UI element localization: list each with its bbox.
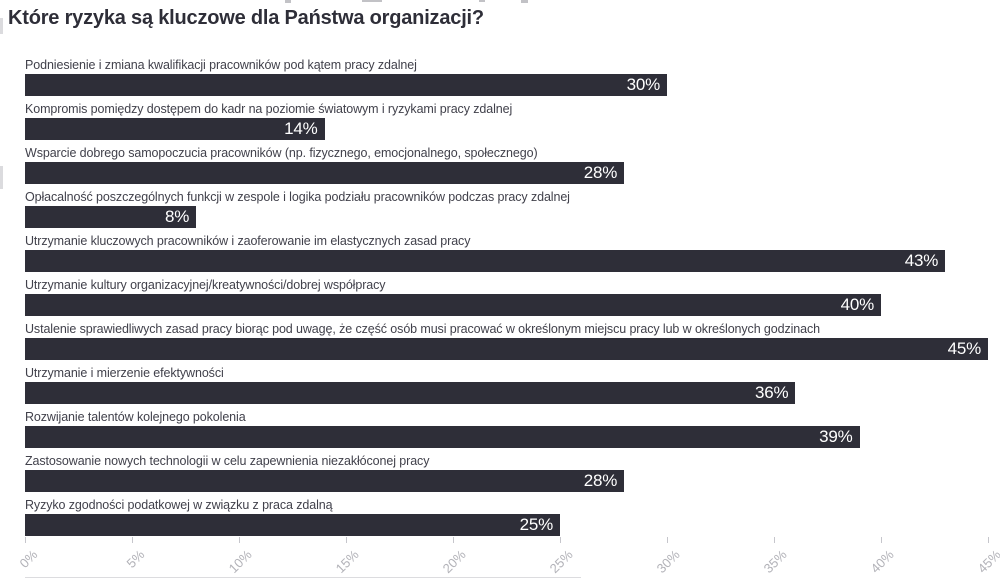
bar-category-label: Ustalenie sprawiedliwych zasad pracy bio… <box>25 322 821 336</box>
chart-title: Które ryzyka są kluczowe dla Państwa org… <box>8 7 484 29</box>
bar-row: Ustalenie sprawiedliwych zasad pracy bio… <box>25 322 990 362</box>
bar-value-label: 14% <box>284 119 318 138</box>
bar-value-label: 45% <box>947 339 982 358</box>
clipped-edge-element <box>0 18 3 34</box>
x-axis-tick <box>132 537 133 543</box>
x-axis-tick <box>25 537 26 543</box>
clipped-text-remnant <box>479 0 485 2</box>
bar-category-label: Kompromis pomiędzy dostępem do kadr na p… <box>25 102 513 116</box>
clipped-text-remnant <box>362 0 382 2</box>
bar: 14% <box>25 118 325 140</box>
x-axis-tick <box>239 537 240 543</box>
bar-row: Utrzymanie kultury organizacyjnej/kreaty… <box>25 278 990 318</box>
x-axis-tick-label: 30% <box>653 547 683 577</box>
bar-row: Utrzymanie i mierzenie efektywności 36% <box>25 366 990 406</box>
bar: 25% <box>25 514 560 536</box>
bar: 43% <box>25 250 946 272</box>
x-axis-tick-label: 20% <box>439 547 469 577</box>
bar-row: Podniesienie i zmiana kwalifikacji praco… <box>25 58 990 98</box>
clipped-text-remnant <box>285 0 291 3</box>
x-axis-tick <box>346 537 347 543</box>
bar-category-label: Opłacalność poszczególnych funkcji w zes… <box>25 190 570 204</box>
bar-category-label: Utrzymanie kluczowych pracowników i zaof… <box>25 234 471 248</box>
bar-value-label: 25% <box>519 515 554 534</box>
bar-value-label: 8% <box>165 207 190 226</box>
axis-baseline-line <box>25 577 581 578</box>
bar: 28% <box>25 470 625 492</box>
x-axis-tick-label: 5% <box>123 547 148 571</box>
x-axis-tick-label: 25% <box>546 547 576 577</box>
bar-row: Opłacalność poszczególnych funkcji w zes… <box>25 190 990 230</box>
bar-row: Ryzyko zgodności podatkowej w związku z … <box>25 498 990 538</box>
bar-row: Zastosowanie nowych technologii w celu z… <box>25 454 990 494</box>
bar-value-label: 30% <box>626 75 661 94</box>
x-axis-tick <box>453 537 454 543</box>
bar-category-label: Wsparcie dobrego samopoczucia pracownikó… <box>25 146 538 160</box>
bar: 8% <box>25 206 197 228</box>
bar-category-label: Rozwijanie talentów kolejnego pokolenia <box>25 410 246 424</box>
bar-value-label: 36% <box>754 383 789 402</box>
x-axis-tick-label: 45% <box>974 547 1000 577</box>
bar-value-label: 28% <box>583 163 618 182</box>
bar-row: Kompromis pomiędzy dostępem do kadr na p… <box>25 102 990 142</box>
x-axis-tick <box>560 537 561 543</box>
x-axis-tick <box>988 537 989 543</box>
bar: 40% <box>25 294 881 316</box>
x-axis-tick-label: 40% <box>867 547 897 577</box>
bar-category-label: Utrzymanie i mierzenie efektywności <box>25 366 224 380</box>
bar: 30% <box>25 74 667 96</box>
bar-value-label: 39% <box>819 427 853 446</box>
bar-row: Rozwijanie talentów kolejnego pokolenia 3… <box>25 410 990 450</box>
bar: 45% <box>25 338 988 360</box>
bar-value-label: 40% <box>840 295 875 314</box>
x-axis-tick <box>774 537 775 543</box>
clipped-text-remnant <box>521 0 528 3</box>
bar-value-label: 28% <box>583 471 618 490</box>
x-axis-tick-label: 0% <box>16 547 41 571</box>
x-axis-tick <box>667 537 668 543</box>
x-axis-tick-label: 10% <box>225 547 255 577</box>
bar-category-label: Podniesienie i zmiana kwalifikacji praco… <box>25 58 417 72</box>
bar-category-label: Ryzyko zgodności podatkowej w związku z … <box>25 498 333 512</box>
bar: 39% <box>25 426 860 448</box>
x-axis-tick <box>881 537 882 543</box>
bar-category-label: Utrzymanie kultury organizacyjnej/kreaty… <box>25 278 386 292</box>
bar-row: Utrzymanie kluczowych pracowników i zaof… <box>25 234 990 274</box>
x-axis-tick-label: 15% <box>332 547 362 577</box>
bar: 28% <box>25 162 625 184</box>
x-axis-tick-label: 35% <box>760 547 790 577</box>
clipped-edge-element <box>0 166 3 189</box>
bar-value-label: 43% <box>904 251 939 270</box>
bar: 36% <box>25 382 796 404</box>
bar-row: Wsparcie dobrego samopoczucia pracownikó… <box>25 146 990 186</box>
bar-category-label: Zastosowanie nowych technologii w celu z… <box>25 454 430 468</box>
